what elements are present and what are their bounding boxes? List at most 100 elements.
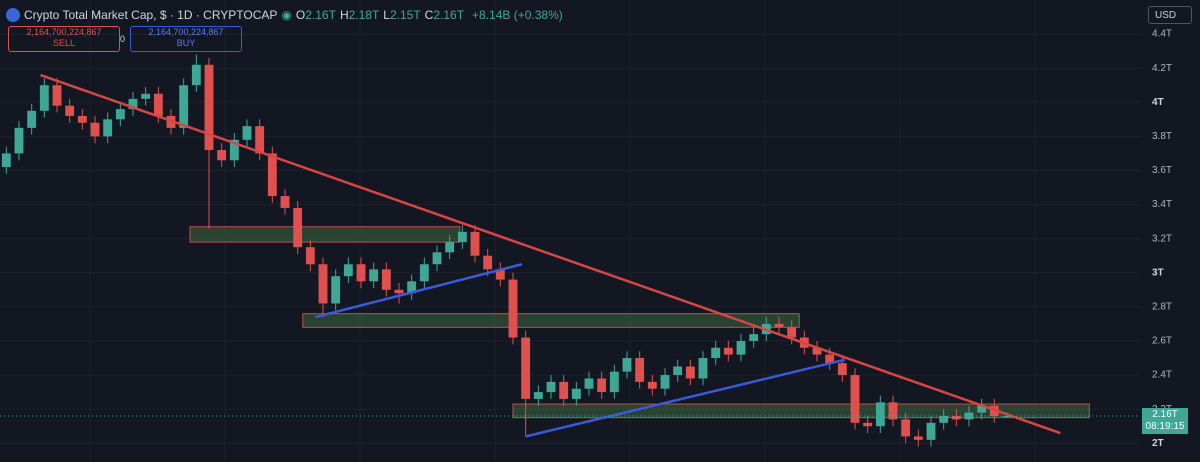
candle-body [495,269,505,280]
trendline [40,73,1061,435]
candle-body [685,366,695,379]
ohlc-key: H [339,8,349,22]
candle-body [153,93,163,116]
candle-body [951,415,961,420]
candle-body [977,405,987,413]
candle-body [1002,415,1012,417]
candle-body [39,85,49,111]
ohlc-key: C [424,8,434,22]
candle-body [698,358,708,379]
candle-body [787,327,797,338]
candle-body [128,98,138,110]
zone [302,313,800,328]
candle-body [356,264,366,282]
spread: 0 [120,34,126,44]
candle-body [343,264,353,277]
ohlc-value: 2.15T [389,8,421,22]
candle-body [445,242,455,253]
candle-body [191,64,201,86]
candle-body [77,115,87,123]
y-tick-label: 3T [1152,267,1164,278]
candle-body [255,126,265,154]
candle-body [14,127,24,154]
y-tick-label: 3.8T [1152,131,1172,142]
candle-body [825,354,835,364]
y-tick-label: 4T [1152,97,1164,108]
trendline [525,358,846,438]
candle-body [723,347,733,355]
candle-body [419,264,429,282]
logo [6,8,20,22]
candle-body [749,334,759,341]
candle-body [1,153,11,168]
candle-body [635,358,645,382]
candle-body [584,378,594,389]
buy-label: BUY [176,38,196,48]
countdown: 08:19:15 [1145,420,1185,432]
candle-body [115,109,125,120]
ohlc-value: 2.16T [433,8,465,22]
y-tick-label: 3.2T [1152,233,1172,244]
candle-body [293,207,303,248]
sell-button[interactable]: 2,164,700,224,867 SELL [8,26,120,52]
candle-body [673,366,683,376]
candle-body [888,402,898,420]
price-label: 2.16T [1152,408,1178,420]
sell-price: 2,164,700,224,867 [26,27,102,37]
candle-body [647,381,657,389]
candle-body [837,363,847,376]
y-tick-label: 2T [1152,438,1164,449]
candle-body [875,402,885,427]
zone [189,226,461,243]
candle-body [65,105,75,116]
y-tick-label: 3.6T [1152,165,1172,176]
title: Crypto Total Market Cap, $ · 1D · CRYPTO… [24,8,278,22]
y-tick-label: 4.4T [1152,29,1172,40]
y-tick-label: 2.4T [1152,370,1172,381]
candle-body [369,269,379,282]
candle-body [394,289,404,294]
candle-body [90,122,100,137]
price-tag: 2.16T 08:19:15 [1142,407,1188,434]
candle-body [926,422,936,440]
candle-body [407,281,417,294]
candle-body [27,110,37,128]
buy-button[interactable]: 2,164,700,224,867 BUY [130,26,242,52]
candle-body [521,337,531,399]
candle-body [736,340,746,355]
ohlc-value: 2.16T [305,8,336,22]
candle-body [660,375,670,389]
candle-body [901,419,911,437]
candle-body [470,231,480,256]
candle-body [508,279,518,338]
candle-body [609,371,619,393]
candle-body [483,255,493,270]
candle-body [913,436,923,440]
candle-body [217,150,227,161]
candle-body [280,196,290,208]
candle-body [533,392,543,399]
buy-price: 2,164,700,224,867 [148,27,224,37]
header: Crypto Total Market Cap, $ · 1D · CRYPTO… [6,8,563,22]
candle-body [318,264,328,304]
ohlc-key: L [383,8,390,22]
ohlc-value: 2.18T [348,8,380,22]
candle-body [204,64,214,151]
candle-body [711,347,721,359]
candle-body [597,378,607,393]
zone [512,403,1090,419]
sell-label: SELL [52,38,76,48]
candle-body [381,269,391,290]
candle-body [432,252,442,265]
ohlc-key: O [295,8,306,22]
candle-body [546,381,556,393]
y-tick-label: 4.2T [1152,63,1172,74]
y-tick-label: 2.6T [1152,336,1172,347]
candle-body [229,139,239,161]
candle-body [305,247,315,265]
status-dot: ◉ [281,8,292,22]
candle-body [863,422,873,427]
candle-body [52,85,62,106]
candle-body [457,231,467,243]
currency-select[interactable]: USD [1148,6,1192,24]
